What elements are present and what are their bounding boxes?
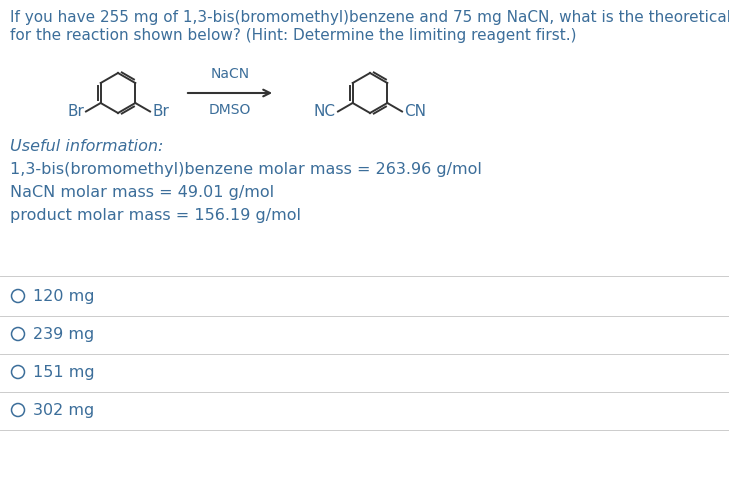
Text: product molar mass = 156.19 g/mol: product molar mass = 156.19 g/mol — [10, 208, 301, 223]
Text: 239 mg: 239 mg — [33, 327, 94, 342]
Text: 302 mg: 302 mg — [33, 403, 94, 417]
Text: 151 mg: 151 mg — [33, 364, 95, 380]
Text: Useful information:: Useful information: — [10, 139, 163, 154]
Text: 1,3-bis(bromomethyl)benzene molar mass = 263.96 g/mol: 1,3-bis(bromomethyl)benzene molar mass =… — [10, 162, 482, 177]
Text: NC: NC — [314, 104, 336, 119]
Text: CN: CN — [404, 104, 426, 119]
Text: 120 mg: 120 mg — [33, 289, 95, 303]
Text: for the reaction shown below? (Hint: Determine the limiting reagent first.): for the reaction shown below? (Hint: Det… — [10, 28, 577, 43]
Text: NaCN: NaCN — [211, 67, 249, 81]
Text: DMSO: DMSO — [208, 103, 252, 117]
Text: Br: Br — [67, 104, 84, 119]
Text: Br: Br — [152, 104, 169, 119]
Text: If you have 255 mg of 1,3-bis(bromomethyl)benzene and 75 mg NaCN, what is the th: If you have 255 mg of 1,3-bis(bromomethy… — [10, 10, 729, 25]
Text: NaCN molar mass = 49.01 g/mol: NaCN molar mass = 49.01 g/mol — [10, 185, 274, 200]
